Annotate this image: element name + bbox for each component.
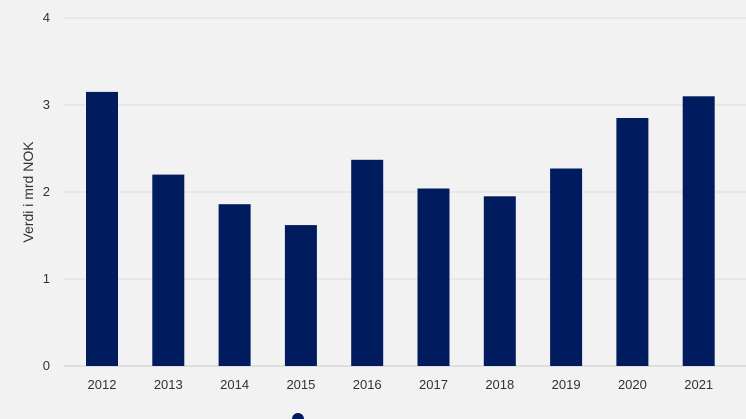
- bar-2016[interactable]: [351, 159, 384, 366]
- bar-2015[interactable]: [284, 225, 317, 366]
- bar-2013[interactable]: [152, 174, 185, 366]
- x-tick-label: 2016: [353, 377, 382, 392]
- x-tick-label: 2019: [552, 377, 581, 392]
- x-tick-label: 2020: [618, 377, 647, 392]
- y-axis-title: Verdi i mrd NOK: [20, 141, 36, 243]
- x-tick-label: 2018: [485, 377, 514, 392]
- bar-2019[interactable]: [550, 168, 583, 367]
- y-tick-label: 0: [43, 358, 50, 373]
- y-tick-label: 4: [43, 10, 50, 25]
- y-axis-ticks: 0 1 2 3 4: [43, 10, 50, 373]
- bar-2014[interactable]: [218, 204, 251, 366]
- x-axis-ticks: 2012 2013 2014 2015 2016 2017 2018 2019 2020 2021: [88, 377, 714, 392]
- x-tick-label: 2014: [220, 377, 249, 392]
- legend[interactable]: [292, 413, 304, 419]
- bars: [86, 91, 715, 367]
- bar-2018[interactable]: [483, 196, 516, 366]
- bar-2017[interactable]: [417, 188, 450, 367]
- bar-2021[interactable]: [682, 96, 715, 367]
- bar-2012[interactable]: [86, 91, 118, 367]
- x-tick-label: 2015: [286, 377, 315, 392]
- legend-marker: [292, 413, 304, 419]
- y-tick-label: 1: [43, 271, 50, 286]
- x-tick-label: 2017: [419, 377, 448, 392]
- x-tick-label: 2012: [88, 377, 117, 392]
- y-tick-label: 3: [43, 97, 50, 112]
- bar-2020[interactable]: [616, 118, 649, 366]
- y-tick-label: 2: [43, 184, 50, 199]
- x-tick-label: 2013: [154, 377, 183, 392]
- x-tick-label: 2021: [684, 377, 713, 392]
